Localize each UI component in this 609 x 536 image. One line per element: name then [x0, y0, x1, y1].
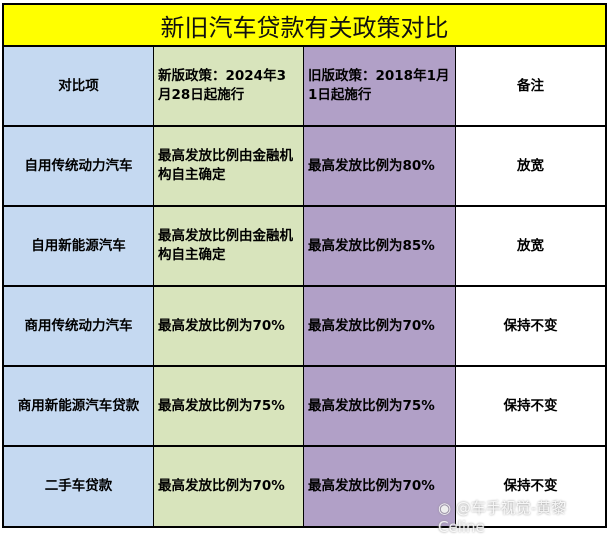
table-row: 自用新能源汽车 最高发放比例由金融机构自主确定 最高发放比例为85% 放宽 [4, 207, 605, 287]
note-cell: 放宽 [456, 207, 605, 285]
header-item: 对比项 [4, 47, 154, 125]
old-policy-cell: 最高发放比例为70% [304, 287, 456, 365]
old-policy-cell: 最高发放比例为80% [304, 127, 456, 205]
new-policy-cell: 最高发放比例由金融机构自主确定 [154, 207, 304, 285]
note-cell: 保持不变 [456, 447, 605, 526]
item-cell: 商用新能源汽车贷款 [4, 367, 154, 445]
header-note: 备注 [456, 47, 605, 125]
old-policy-cell: 最高发放比例为85% [304, 207, 456, 285]
item-cell: 商用传统动力汽车 [4, 287, 154, 365]
new-policy-cell: 最高发放比例为75% [154, 367, 304, 445]
header-row: 对比项 新版政策：2024年3月28日起施行 旧版政策：2018年1月1日起施行… [4, 47, 605, 127]
new-policy-cell: 最高发放比例为70% [154, 447, 304, 526]
note-cell: 保持不变 [456, 287, 605, 365]
weibo-watermark: ◉ @车手视觉-黄黎Celine [438, 497, 609, 536]
table-row: 商用新能源汽车贷款 最高发放比例为75% 最高发放比例为75% 保持不变 [4, 367, 605, 447]
header-old-policy: 旧版政策：2018年1月1日起施行 [304, 47, 456, 125]
table-row: 商用传统动力汽车 最高发放比例为70% 最高发放比例为70% 保持不变 [4, 287, 605, 367]
watermark-text: @车手视觉-黄黎Celine [438, 499, 567, 536]
item-cell: 自用传统动力汽车 [4, 127, 154, 205]
note-cell: 放宽 [456, 127, 605, 205]
comparison-table: 新旧汽车贷款有关政策对比 对比项 新版政策：2024年3月28日起施行 旧版政策… [2, 3, 607, 528]
item-cell: 自用新能源汽车 [4, 207, 154, 285]
header-new-policy: 新版政策：2024年3月28日起施行 [154, 47, 304, 125]
item-cell: 二手车贷款 [4, 447, 154, 526]
new-policy-cell: 最高发放比例为70% [154, 287, 304, 365]
weibo-icon: ◉ [438, 499, 456, 517]
note-cell: 保持不变 [456, 367, 605, 445]
table-title: 新旧汽车贷款有关政策对比 [4, 5, 605, 47]
new-policy-cell: 最高发放比例由金融机构自主确定 [154, 127, 304, 205]
old-policy-cell: 最高发放比例为75% [304, 367, 456, 445]
table-row: 自用传统动力汽车 最高发放比例由金融机构自主确定 最高发放比例为80% 放宽 [4, 127, 605, 207]
old-policy-cell: 最高发放比例为70% [304, 447, 456, 526]
table-row: 二手车贷款 最高发放比例为70% 最高发放比例为70% 保持不变 [4, 447, 605, 526]
